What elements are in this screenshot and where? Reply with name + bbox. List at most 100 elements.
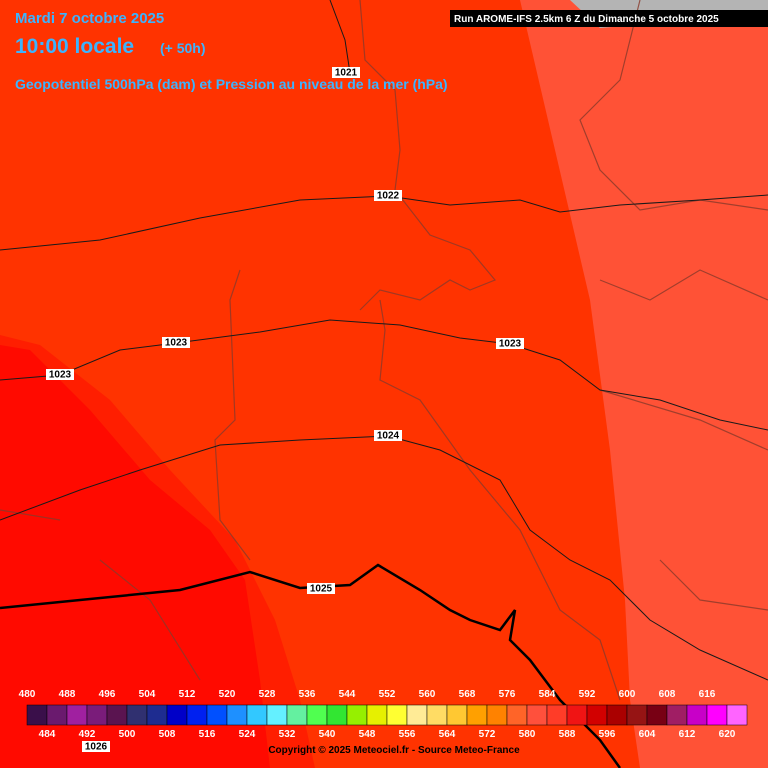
scale-swatch bbox=[506, 704, 528, 726]
scale-label: 536 bbox=[299, 689, 316, 700]
scale-label: 596 bbox=[599, 729, 616, 740]
scale-label: 540 bbox=[319, 729, 336, 740]
isobar-label: 1021 bbox=[335, 68, 358, 79]
isobar-label: 1023 bbox=[49, 370, 72, 381]
scale-swatch bbox=[46, 704, 68, 726]
scale-label: 604 bbox=[639, 729, 656, 740]
scale-swatch bbox=[706, 704, 728, 726]
scale-label: 480 bbox=[19, 689, 36, 700]
label-box bbox=[374, 190, 402, 201]
scale-swatch bbox=[446, 704, 468, 726]
scale-label: 548 bbox=[359, 729, 376, 740]
scale-label: 608 bbox=[659, 689, 676, 700]
scale-swatch bbox=[266, 704, 288, 726]
scale-label: 496 bbox=[99, 689, 116, 700]
label-box bbox=[46, 369, 74, 380]
isobar bbox=[0, 435, 768, 681]
label-box bbox=[307, 583, 335, 594]
scale-swatch bbox=[106, 704, 128, 726]
scale-label: 616 bbox=[699, 689, 716, 700]
scale-swatch bbox=[546, 704, 568, 726]
scale-swatch bbox=[206, 704, 228, 726]
scale-label: 592 bbox=[579, 689, 596, 700]
scale-swatch bbox=[406, 704, 428, 726]
label-box bbox=[374, 430, 402, 441]
scale-swatch bbox=[126, 704, 148, 726]
color-scale: 480 488 496 504 512 520 528 536 544 552 560 568 576 5… bbox=[19, 689, 748, 740]
scale-swatch bbox=[606, 704, 628, 726]
header-time: 10:00 locale bbox=[15, 35, 134, 58]
scale-swatch bbox=[686, 704, 708, 726]
scale-swatch bbox=[426, 704, 448, 726]
scale-swatch bbox=[226, 704, 248, 726]
scale-label: 576 bbox=[499, 689, 516, 700]
scale-swatch bbox=[366, 704, 388, 726]
scale-label: 580 bbox=[519, 729, 536, 740]
scale-label: 544 bbox=[339, 689, 356, 700]
field-zone-light bbox=[520, 0, 768, 768]
isobar-labels: 1021 1022 1023 1023 1023 1024 1025 1026 bbox=[46, 67, 524, 753]
scale-swatch bbox=[726, 704, 748, 726]
scale-label: 568 bbox=[459, 689, 476, 700]
scale-label: 528 bbox=[259, 689, 276, 700]
scale-label: 588 bbox=[559, 729, 576, 740]
header-lead: (+ 50h) bbox=[160, 40, 206, 56]
run-box bbox=[450, 10, 768, 27]
scale-label: 560 bbox=[419, 689, 436, 700]
country-border bbox=[0, 563, 622, 768]
scale-label: 520 bbox=[219, 689, 236, 700]
scale-label: 600 bbox=[619, 689, 636, 700]
scale-swatch bbox=[566, 704, 588, 726]
scale-label: 492 bbox=[79, 729, 96, 740]
isobar-label: 1022 bbox=[377, 191, 400, 202]
scale-swatch bbox=[286, 704, 308, 726]
header-date: Mardi 7 octobre 2025 bbox=[15, 10, 164, 27]
scale-label: 532 bbox=[279, 729, 296, 740]
scale-label: 500 bbox=[119, 729, 136, 740]
isobar bbox=[0, 319, 768, 431]
isobar-label: 1023 bbox=[165, 338, 188, 349]
scale-swatch bbox=[146, 704, 168, 726]
scale-label: 524 bbox=[239, 729, 256, 740]
scale-swatch bbox=[526, 704, 548, 726]
scale-swatch bbox=[646, 704, 668, 726]
scale-swatch bbox=[586, 704, 608, 726]
scale-swatch bbox=[86, 704, 108, 726]
scale-swatch bbox=[466, 704, 488, 726]
borders bbox=[0, 0, 768, 701]
isobar-label: 1025 bbox=[310, 584, 333, 595]
scale-label: 504 bbox=[139, 689, 156, 700]
label-box bbox=[82, 741, 110, 752]
scale-label: 620 bbox=[719, 729, 736, 740]
scale-label: 488 bbox=[59, 689, 76, 700]
header-field: Geopotentiel 500hPa (dam) et Pression au… bbox=[15, 76, 448, 92]
scale-swatch bbox=[66, 704, 88, 726]
label-box bbox=[162, 337, 190, 348]
scale-swatch bbox=[186, 704, 208, 726]
scale-label: 612 bbox=[679, 729, 696, 740]
scale-label: 556 bbox=[399, 729, 416, 740]
scale-label: 508 bbox=[159, 729, 176, 740]
scale-swatch bbox=[346, 704, 368, 726]
isobar-label: 1026 bbox=[85, 742, 108, 753]
scale-label: 512 bbox=[179, 689, 196, 700]
scale-swatch bbox=[166, 704, 188, 726]
isobar bbox=[329, 0, 351, 74]
scale-swatch bbox=[26, 704, 48, 726]
label-box bbox=[496, 338, 524, 349]
isobar bbox=[0, 194, 768, 251]
scale-label: 552 bbox=[379, 689, 396, 700]
scale-swatch bbox=[666, 704, 688, 726]
isobar-label: 1024 bbox=[377, 431, 400, 442]
isobar-label: 1023 bbox=[499, 339, 522, 350]
scale-swatch bbox=[306, 704, 328, 726]
label-box bbox=[332, 67, 360, 78]
run-info: Run AROME-IFS 2.5km 6 Z du Dimanche 5 oc… bbox=[454, 14, 719, 25]
scale-swatch bbox=[626, 704, 648, 726]
scale-swatch bbox=[386, 704, 408, 726]
scale-label: 572 bbox=[479, 729, 496, 740]
scale-swatch bbox=[486, 704, 508, 726]
scale-swatch bbox=[246, 704, 268, 726]
